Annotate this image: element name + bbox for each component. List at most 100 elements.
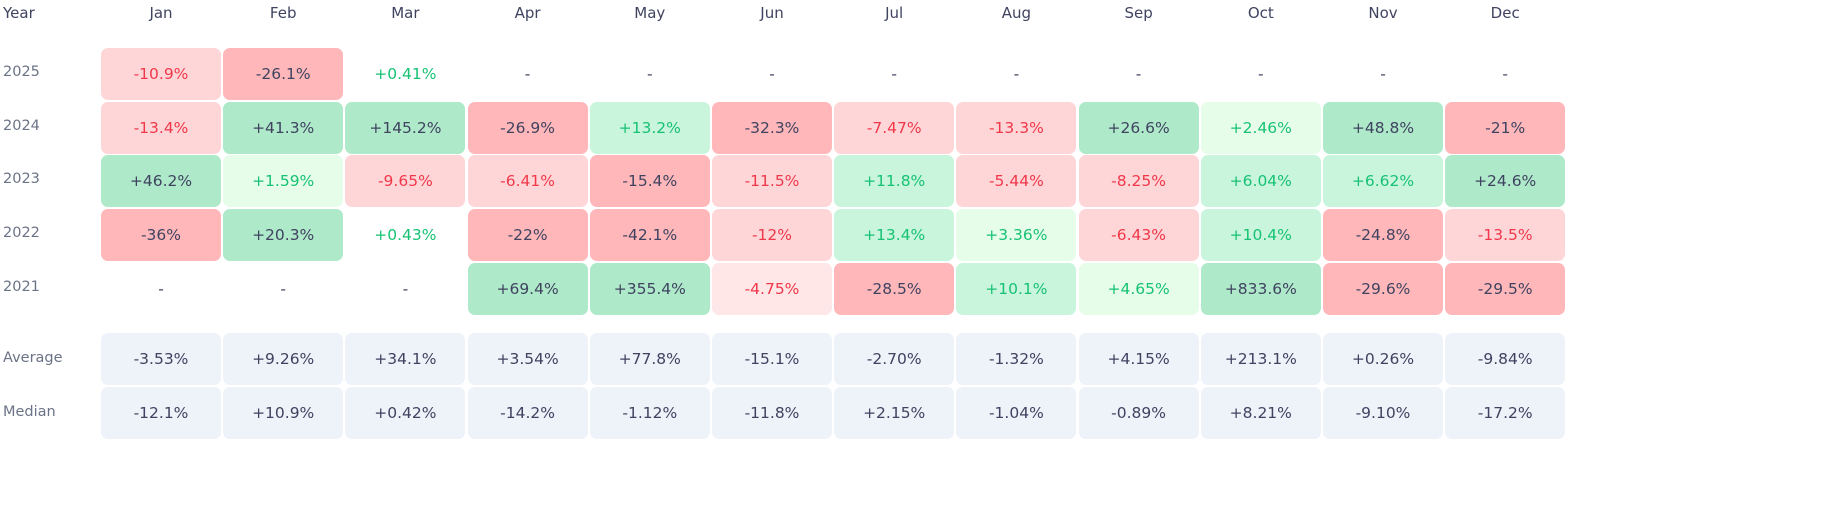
- return-cell: +11.8%: [834, 155, 955, 207]
- return-cell: +6.04%: [1200, 155, 1321, 207]
- return-cell: -13.3%: [956, 102, 1077, 154]
- return-cell: -21%: [1445, 102, 1566, 154]
- return-cell: +0.41%: [374, 65, 437, 83]
- return-cell: -: [1013, 65, 1020, 83]
- return-cell: +26.6%: [1078, 102, 1199, 154]
- median-cell: -12.1%: [101, 387, 221, 439]
- return-cell: +355.4%: [589, 263, 710, 315]
- return-cell: +4.65%: [1078, 263, 1199, 315]
- return-cell: -26.1%: [223, 48, 344, 100]
- average-cell: +3.54%: [467, 333, 588, 385]
- month-header-jul: Jul: [885, 4, 904, 22]
- return-cell: +1.59%: [223, 155, 344, 207]
- return-cell: +0.43%: [374, 226, 437, 244]
- average-cell: +34.1%: [345, 333, 466, 385]
- median-cell: +10.9%: [223, 387, 344, 439]
- return-cell: +833.6%: [1200, 263, 1321, 315]
- return-cell: -9.65%: [345, 155, 466, 207]
- return-cell: -: [769, 65, 775, 83]
- average-label: Average: [3, 350, 63, 366]
- return-cell: -15.4%: [589, 155, 710, 207]
- return-cell: -11.5%: [712, 155, 832, 207]
- return-cell: -13.4%: [101, 102, 221, 154]
- month-header-apr: Apr: [514, 4, 541, 22]
- average-cell: +213.1%: [1200, 333, 1321, 385]
- year-label: 2023: [3, 171, 40, 187]
- median-cell: +0.42%: [345, 387, 466, 439]
- average-cell: +4.15%: [1078, 333, 1199, 385]
- return-cell: +69.4%: [467, 263, 588, 315]
- return-cell: +3.36%: [956, 209, 1077, 261]
- return-cell: -6.43%: [1078, 209, 1199, 261]
- year-label: 2022: [3, 225, 40, 241]
- return-cell: -13.5%: [1445, 209, 1566, 261]
- year-column-header: Year: [3, 4, 35, 22]
- average-cell: -15.1%: [712, 333, 832, 385]
- return-cell: -24.8%: [1323, 209, 1443, 261]
- average-cell: -1.32%: [956, 333, 1077, 385]
- median-cell: -17.2%: [1445, 387, 1566, 439]
- return-cell: -: [1135, 65, 1142, 83]
- median-cell: -9.10%: [1323, 387, 1443, 439]
- month-header-nov: Nov: [1368, 4, 1398, 22]
- return-cell: -29.5%: [1445, 263, 1566, 315]
- average-cell: +9.26%: [223, 333, 344, 385]
- return-cell: +13.4%: [834, 209, 955, 261]
- return-cell: -: [891, 65, 897, 83]
- return-cell: +2.46%: [1200, 102, 1321, 154]
- return-cell: -: [1258, 65, 1264, 83]
- return-cell: -7.47%: [834, 102, 955, 154]
- average-cell: -9.84%: [1445, 333, 1566, 385]
- return-cell: +41.3%: [223, 102, 344, 154]
- month-header-oct: Oct: [1247, 4, 1274, 22]
- return-cell: -32.3%: [712, 102, 832, 154]
- return-cell: +46.2%: [101, 155, 221, 207]
- year-label: 2025: [3, 64, 40, 80]
- month-header-aug: Aug: [1001, 4, 1032, 22]
- return-cell: -22%: [467, 209, 588, 261]
- return-cell: -: [402, 280, 409, 298]
- median-cell: +8.21%: [1200, 387, 1321, 439]
- return-cell: +20.3%: [223, 209, 344, 261]
- month-header-dec: Dec: [1490, 4, 1520, 22]
- month-header-mar: Mar: [391, 4, 420, 22]
- month-header-jan: Jan: [149, 4, 173, 22]
- return-cell: -28.5%: [834, 263, 955, 315]
- return-cell: -8.25%: [1078, 155, 1199, 207]
- return-cell: +24.6%: [1445, 155, 1566, 207]
- return-cell: -: [1380, 65, 1386, 83]
- return-cell: -12%: [712, 209, 832, 261]
- return-cell: -: [524, 65, 531, 83]
- month-header-may: May: [634, 4, 666, 22]
- return-cell: -36%: [101, 209, 221, 261]
- return-cell: -6.41%: [467, 155, 588, 207]
- return-cell: +6.62%: [1323, 155, 1443, 207]
- return-cell: -42.1%: [589, 209, 710, 261]
- median-cell: -0.89%: [1078, 387, 1199, 439]
- average-cell: +0.26%: [1323, 333, 1443, 385]
- return-cell: +13.2%: [589, 102, 710, 154]
- return-cell: +145.2%: [345, 102, 466, 154]
- median-cell: -1.12%: [589, 387, 710, 439]
- month-header-sep: Sep: [1124, 4, 1153, 22]
- median-cell: -14.2%: [467, 387, 588, 439]
- average-cell: +77.8%: [589, 333, 710, 385]
- return-cell: -: [280, 280, 286, 298]
- median-cell: +2.15%: [834, 387, 955, 439]
- median-cell: -11.8%: [712, 387, 832, 439]
- average-cell: -3.53%: [101, 333, 221, 385]
- return-cell: +10.1%: [956, 263, 1077, 315]
- year-label: 2021: [3, 279, 40, 295]
- return-cell: -29.6%: [1323, 263, 1443, 315]
- median-label: Median: [3, 404, 56, 420]
- month-header-jun: Jun: [760, 4, 784, 22]
- return-cell: +10.4%: [1200, 209, 1321, 261]
- return-cell: -26.9%: [467, 102, 588, 154]
- average-cell: -2.70%: [834, 333, 955, 385]
- return-cell: +48.8%: [1323, 102, 1443, 154]
- return-cell: -: [158, 280, 164, 298]
- return-cell: -4.75%: [712, 263, 832, 315]
- year-label: 2024: [3, 118, 40, 134]
- return-cell: -5.44%: [956, 155, 1077, 207]
- month-header-feb: Feb: [269, 4, 297, 22]
